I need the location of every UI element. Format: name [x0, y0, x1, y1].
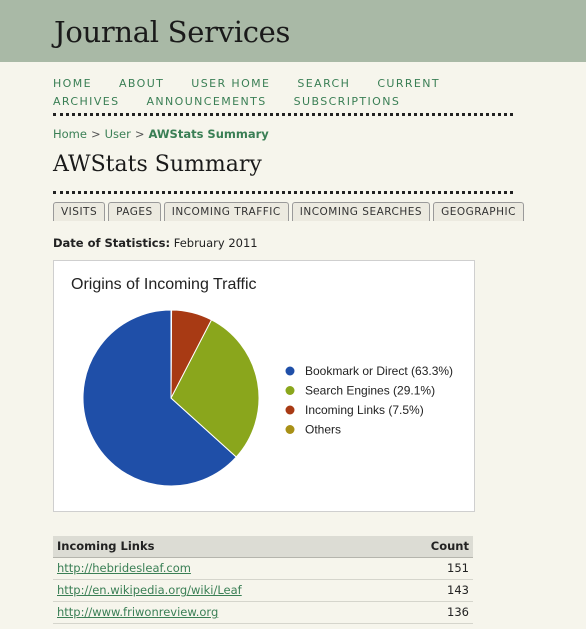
tab-visits[interactable]: VISITS	[53, 202, 106, 221]
pie-slice[interactable]	[170, 319, 260, 458]
pie-slice[interactable]	[170, 309, 173, 399]
link-count: 136	[391, 601, 473, 624]
nav-about[interactable]: ABOUT	[118, 77, 165, 90]
traffic-pie-chart: Origins of Incoming Traffic Bookmark or …	[53, 260, 475, 512]
link-count: 143	[391, 579, 473, 602]
main-nav: HOME ABOUT USER HOME SEARCH CURRENT ARCHIVES…	[53, 75, 523, 111]
table-row: http://en.wikipedia.org/wiki/Leaf 143	[53, 579, 473, 602]
statistics-date-label: Date of Statistics:	[53, 236, 171, 250]
nav-search[interactable]: SEARCH	[297, 77, 351, 90]
breadcrumb: Home > User > AWStats Summary	[53, 127, 269, 141]
tab-incoming-searches[interactable]: INCOMING SEARCHES	[291, 202, 431, 221]
breadcrumb-current[interactable]: AWStats Summary	[148, 127, 269, 141]
column-header-count: Count	[391, 536, 473, 558]
breadcrumb-separator: >	[134, 127, 145, 141]
pie-slice[interactable]	[82, 309, 237, 487]
chart-title: Origins of Incoming Traffic	[71, 276, 257, 293]
site-title[interactable]: Journal Services	[54, 15, 291, 49]
breadcrumb-separator: >	[90, 127, 101, 141]
legend-swatch	[285, 405, 295, 415]
pie-chart-svg: Origins of Incoming Traffic Bookmark or …	[71, 276, 453, 487]
link-count: 151	[391, 557, 473, 580]
nav-user-home[interactable]: USER HOME	[191, 77, 271, 90]
incoming-link[interactable]: http://hebridesleaf.com	[57, 561, 191, 575]
legend-label: Incoming Links (7.5%)	[305, 403, 424, 417]
statistics-date: Date of Statistics: February 2011	[53, 236, 258, 250]
breadcrumb-user[interactable]: User	[104, 127, 131, 141]
table-row: http://www.friwonreview.org 136	[53, 601, 473, 624]
table-header-row: Incoming Links Count	[53, 536, 473, 558]
nav-archives[interactable]: ARCHIVES	[53, 95, 120, 108]
statistics-date-value: February 2011	[173, 236, 258, 250]
legend-label: Bookmark or Direct (63.3%)	[305, 364, 453, 378]
tab-incoming-traffic[interactable]: INCOMING TRAFFIC	[163, 202, 289, 221]
tab-geographic[interactable]: GEOGRAPHIC	[433, 202, 524, 221]
legend-swatch	[285, 386, 295, 395]
nav-current[interactable]: CURRENT	[377, 77, 441, 90]
legend-swatch	[285, 425, 295, 434]
breadcrumb-home[interactable]: Home	[53, 127, 87, 141]
incoming-link[interactable]: http://www.friwonreview.org	[57, 605, 219, 619]
nav-divider	[53, 113, 513, 116]
table-row: http://hebridesleaf.com 151	[53, 557, 473, 580]
page-title: AWStats Summary	[53, 152, 262, 177]
legend-label: Others	[305, 423, 341, 437]
incoming-link[interactable]: http://en.wikipedia.org/wiki/Leaf	[57, 583, 242, 597]
site-header: Journal Services	[0, 0, 586, 62]
nav-home[interactable]: HOME	[53, 77, 92, 90]
tab-pages[interactable]: PAGES	[108, 202, 161, 221]
legend-swatch	[285, 366, 295, 376]
nav-subscriptions[interactable]: SUBSCRIPTIONS	[293, 95, 401, 108]
legend-label: Search Engines (29.1%)	[305, 384, 435, 398]
incoming-links-table: Incoming Links Count http://hebridesleaf…	[53, 536, 473, 624]
nav-announcements[interactable]: ANNOUNCEMENTS	[146, 95, 267, 108]
column-header-incoming-links: Incoming Links	[53, 536, 392, 558]
stats-tabs: VISITS PAGES INCOMING TRAFFIC INCOMING S…	[53, 202, 524, 221]
title-divider	[53, 191, 513, 194]
